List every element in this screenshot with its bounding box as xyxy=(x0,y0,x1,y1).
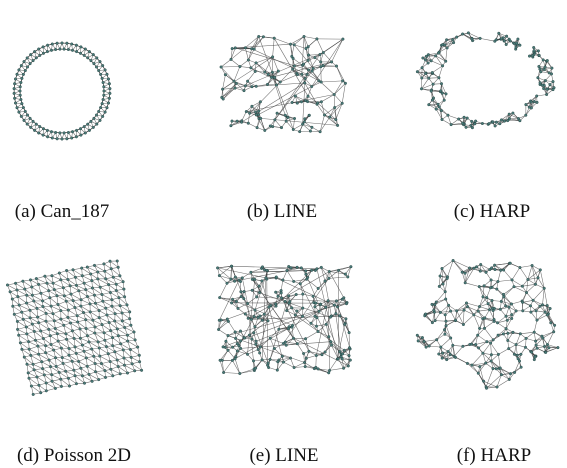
graph-d xyxy=(5,259,144,396)
caption-e: (e) LINE xyxy=(249,445,319,466)
caption-d: (d) Poisson 2D xyxy=(16,445,131,466)
graph-e xyxy=(216,264,353,376)
graph-c xyxy=(415,31,556,130)
graph-b xyxy=(219,35,347,134)
caption-b: (b) LINE xyxy=(246,201,318,222)
graph-f xyxy=(415,259,560,390)
caption-a: (a) Can_187 xyxy=(14,201,110,222)
graph-a xyxy=(12,41,112,141)
caption-f: (f) HARP xyxy=(456,445,532,466)
caption-c: (c) HARP xyxy=(453,201,531,222)
